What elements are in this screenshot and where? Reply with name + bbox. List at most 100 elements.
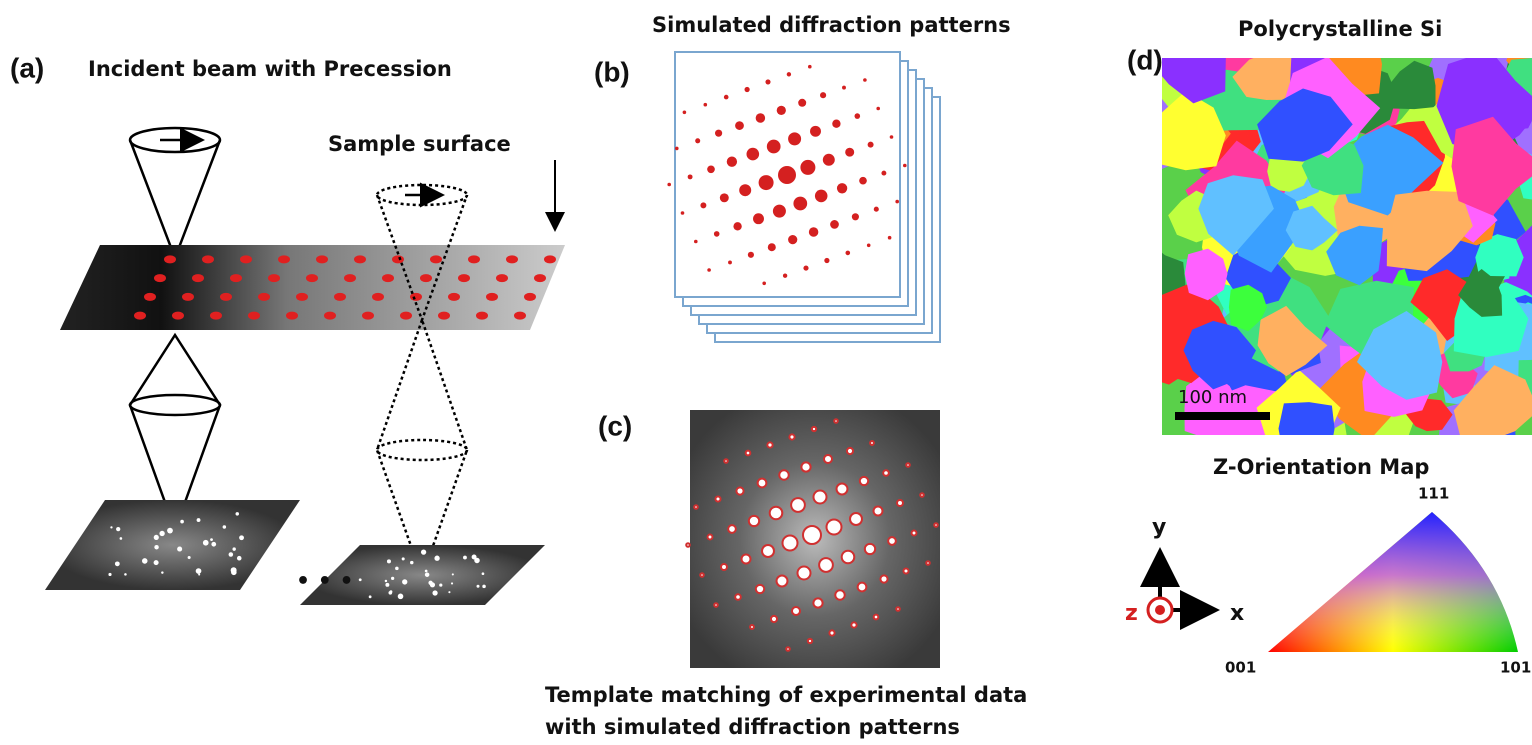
exp-spot [813, 490, 826, 503]
probe-spot [420, 274, 432, 282]
exp-spot [827, 520, 842, 535]
sim-spot [707, 268, 711, 272]
spot [116, 527, 120, 531]
sim-spot [837, 183, 847, 193]
spot [232, 547, 235, 550]
spot [359, 578, 362, 581]
probe-spot [524, 293, 536, 301]
sim-spot [787, 72, 791, 76]
sim-spot [739, 184, 751, 196]
spot [410, 561, 413, 564]
probe-spot [506, 255, 518, 263]
sim-spot [727, 157, 737, 167]
spot [154, 560, 159, 565]
z-axis [1155, 605, 1165, 615]
sim-spot [788, 235, 797, 244]
sim-spot [855, 113, 861, 119]
exp-spot [742, 555, 751, 564]
spot [154, 545, 158, 549]
sim-spot [808, 65, 812, 69]
spot [236, 512, 239, 515]
sim-spot [803, 266, 808, 271]
spot [451, 582, 453, 584]
exp-spot [749, 516, 759, 526]
sim-spot [824, 258, 829, 263]
exp-spot [897, 500, 903, 506]
probe-spot [458, 274, 470, 282]
exp-spot [860, 477, 868, 485]
sim-spot [863, 78, 867, 82]
exp-spot [874, 615, 879, 620]
corner-label: 111 [1418, 485, 1449, 503]
exp-spot [715, 496, 720, 501]
probe-spot [182, 293, 194, 301]
exp-spot [912, 531, 917, 536]
exp-spot [797, 566, 810, 579]
scale-bar [1175, 412, 1270, 420]
sim-spot [820, 92, 826, 98]
spot [180, 520, 184, 524]
sim-spot [675, 147, 679, 151]
spot [395, 567, 399, 571]
sim-spot [765, 79, 770, 84]
sim-spot [753, 213, 764, 224]
exp-spot [694, 505, 698, 509]
sim-spot [895, 200, 899, 204]
spot [391, 577, 394, 580]
exp-spot [783, 536, 798, 551]
exp-spot [847, 448, 853, 454]
sim-spot [852, 213, 859, 220]
exp-spot [870, 441, 874, 445]
spot [211, 542, 216, 547]
exp-spot [724, 459, 728, 463]
exp-spot [851, 622, 856, 627]
sim-spot [704, 103, 708, 107]
sim-spot [700, 202, 706, 208]
sim-spot [683, 111, 687, 115]
spot [167, 528, 173, 534]
panel-label: (c) [598, 410, 632, 441]
sim-spot [809, 227, 818, 236]
probe-spot [438, 312, 450, 320]
spot [398, 594, 404, 600]
spot [210, 538, 213, 541]
exp-spot [865, 544, 875, 554]
spot [177, 546, 182, 551]
spot [425, 570, 428, 573]
exp-spot [686, 543, 690, 547]
exp-spot [777, 576, 788, 587]
spot [196, 568, 202, 574]
spot [124, 573, 127, 576]
sim-spot [756, 113, 765, 122]
detector [45, 500, 300, 590]
exp-spot [767, 442, 772, 447]
spot [430, 582, 435, 587]
probe-spot [534, 274, 546, 282]
sim-spot [810, 126, 821, 137]
sim-spot [830, 220, 839, 229]
probe-spot [382, 274, 394, 282]
exp-spot [906, 463, 910, 467]
probe-spot [154, 274, 166, 282]
probe-spot [400, 312, 412, 320]
probe-spot [192, 274, 204, 282]
probe-spot [202, 255, 214, 263]
exp-spot [708, 535, 713, 540]
probe-spot [410, 293, 422, 301]
probe-spot [448, 293, 460, 301]
probe-spot [372, 293, 384, 301]
exp-spot [771, 616, 777, 622]
exp-spot [700, 573, 704, 577]
exp-spot [786, 647, 790, 651]
spot [142, 558, 148, 564]
exp-spot [888, 537, 896, 545]
probe-spot [306, 274, 318, 282]
exp-spot [858, 583, 867, 592]
probe-spot [316, 255, 328, 263]
probe-spot [240, 255, 252, 263]
panel-label: (d) [1127, 44, 1163, 75]
exp-spot [756, 585, 764, 593]
spot [239, 535, 244, 540]
sim-spot [744, 87, 749, 92]
exp-spot [803, 526, 821, 544]
